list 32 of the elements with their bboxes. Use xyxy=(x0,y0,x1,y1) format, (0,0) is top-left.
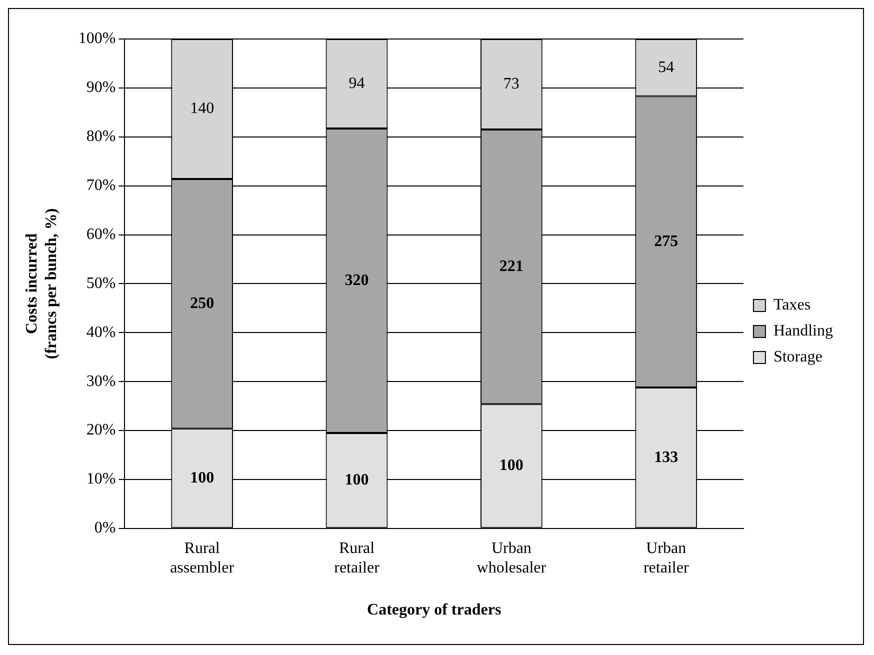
y-tick-label: 10% xyxy=(86,470,116,488)
y-axis-title: Costs incurred (francs per bunch, %) xyxy=(24,208,60,360)
y-tick-label: 40% xyxy=(86,324,116,341)
annotation: 140 xyxy=(190,100,214,118)
x-tick-label: Rural retailer xyxy=(334,540,380,576)
x-tick-label: Urban wholesaler xyxy=(476,540,547,576)
annotation: 54 xyxy=(658,58,674,76)
y-tick-label: 20% xyxy=(86,422,116,439)
annotation: 100 xyxy=(499,457,524,474)
y-tick-label: 30% xyxy=(86,372,116,390)
x-tick-label: Rural assembler xyxy=(170,540,235,576)
y-tick-label: 80% xyxy=(86,128,116,146)
annotation: 221 xyxy=(499,258,524,275)
y-tick-label: 100% xyxy=(78,30,116,48)
annotation: 250 xyxy=(190,294,214,312)
y-tick-label: 0% xyxy=(94,520,116,537)
y-tick-label: 70% xyxy=(86,177,116,194)
annotation: 94 xyxy=(348,74,365,92)
legend-label: Storage xyxy=(773,348,822,366)
legend-label: Taxes xyxy=(773,296,811,314)
annotation: 133 xyxy=(654,448,678,466)
x-tick-label: Urban retailer xyxy=(643,540,690,576)
annotation: 73 xyxy=(503,75,520,92)
annotation: 275 xyxy=(654,232,678,250)
annotation: 100 xyxy=(190,469,214,486)
legend-label: Handling xyxy=(773,322,833,340)
y-tick-label: 90% xyxy=(86,79,116,96)
y-tick-label: 50% xyxy=(86,274,116,292)
annotation: 100 xyxy=(344,472,369,489)
x-axis-title: Category of traders xyxy=(367,602,502,619)
y-tick-label: 60% xyxy=(86,226,116,243)
annotation: 320 xyxy=(344,272,369,289)
